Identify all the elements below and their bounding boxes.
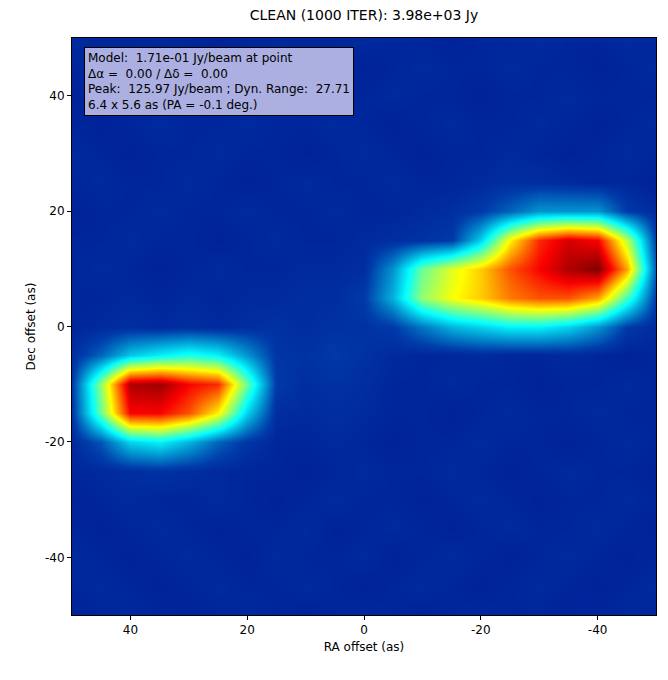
svg-text:-40: -40 [45,551,65,565]
svg-text:40: 40 [49,89,64,103]
svg-text:RA offset (as): RA offset (as) [324,640,405,654]
svg-text:Model: 1.71e-01 Jy/beam at po: Model: 1.71e-01 Jy/beam at pointΔα = 0.0… [88,51,350,112]
svg-text:Dec offset (as): Dec offset (as) [24,283,38,371]
svg-text:-20: -20 [45,435,65,449]
svg-text:0: 0 [360,623,368,637]
svg-text:40: 40 [123,623,138,637]
svg-text:CLEAN (1000 ITER): 3.98e+03 Jy: CLEAN (1000 ITER): 3.98e+03 Jy [250,7,479,23]
svg-text:20: 20 [240,623,255,637]
svg-text:20: 20 [49,204,64,218]
svg-text:-40: -40 [588,623,608,637]
svg-text:-20: -20 [471,623,491,637]
svg-text:0: 0 [57,320,65,334]
